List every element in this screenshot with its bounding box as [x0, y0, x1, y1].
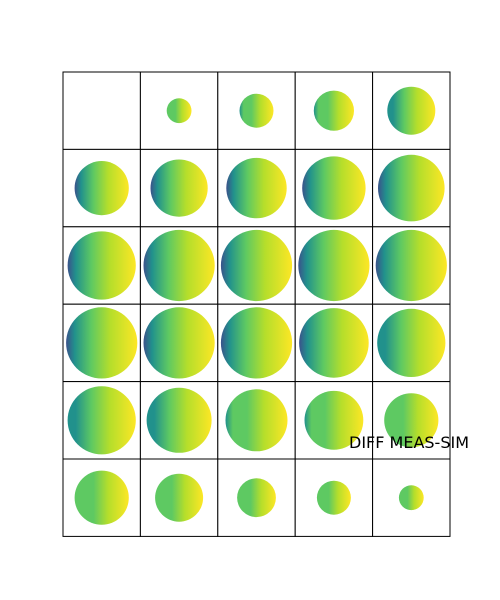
panel-r5-c1: [139, 458, 219, 537]
panel-r0-c4: [372, 71, 451, 150]
heatmap-disk: [166, 98, 192, 124]
panel-r5-c2: [217, 458, 296, 537]
panel-r4-c3: [294, 381, 374, 460]
heatmap-disk: [225, 389, 288, 452]
panel-r4-c1: [139, 381, 219, 460]
heatmap-disk: [220, 229, 293, 302]
heatmap-disk: [155, 473, 204, 522]
panel-r5-c4: [372, 458, 451, 537]
panel-r1-c3: [294, 148, 374, 228]
panel-r4-c4: [372, 381, 451, 460]
heatmap-disk: [298, 229, 370, 302]
heatmap-disk: [66, 307, 138, 379]
panel-r5-c0: [62, 458, 141, 537]
panel-r3-c0: [62, 303, 141, 383]
heatmap-disk: [302, 156, 366, 220]
heatmap-disk: [143, 229, 215, 302]
panel-r0-c1: [139, 71, 219, 150]
heatmap-disk: [377, 308, 446, 377]
panel-r0-c3: [294, 71, 374, 150]
heatmap-disk: [313, 90, 354, 131]
panel-r4-c0: [62, 381, 141, 460]
heatmap-disk: [237, 478, 276, 518]
panel-r3-c1: [139, 303, 219, 383]
panel-r4-c2: [217, 381, 296, 460]
heatmap-disk: [375, 229, 447, 302]
heatmap-disk: [220, 307, 293, 379]
heatmap-disk: [67, 386, 136, 455]
panel-r3-c2: [217, 303, 296, 383]
panel-r1-c1: [139, 148, 219, 228]
heatmap-disk: [398, 485, 424, 511]
heatmap-disk: [304, 390, 364, 450]
heatmap-disk: [299, 308, 369, 378]
panel-r2-c0: [62, 226, 141, 305]
heatmap-disk: [74, 161, 129, 216]
panel-r1-c4: [372, 148, 451, 228]
panel-r3-c3: [294, 303, 374, 383]
heatmap-disk: [387, 86, 436, 135]
panel-r5-c3: [294, 458, 374, 537]
panel-r2-c2: [217, 226, 296, 305]
heatmap-disk: [150, 159, 208, 217]
heatmap-disk: [384, 393, 439, 448]
heatmap-disk: [67, 231, 136, 300]
panel-r2-c3: [294, 226, 374, 305]
heatmap-disk: [239, 93, 274, 128]
panel-r3-c4: [372, 303, 451, 383]
annotation-label: DIFF MEAS-SIM: [349, 433, 469, 452]
panel-r1-c0: [62, 148, 141, 228]
heatmap-disk: [146, 387, 212, 453]
panels-layer: [62, 71, 451, 537]
panel-r1-c2: [217, 148, 296, 228]
panel-r0-c2: [217, 71, 296, 150]
heatmap-disk: [74, 470, 129, 525]
panel-r2-c1: [139, 226, 219, 305]
panel-frame: [62, 71, 141, 150]
panel-r0-c0: [62, 71, 141, 150]
panel-r2-c4: [372, 226, 451, 305]
heatmap-disk: [143, 307, 215, 379]
heatmap-disk: [226, 157, 287, 219]
heatmap-disk: [378, 154, 445, 222]
heatmap-disk: [316, 480, 351, 515]
